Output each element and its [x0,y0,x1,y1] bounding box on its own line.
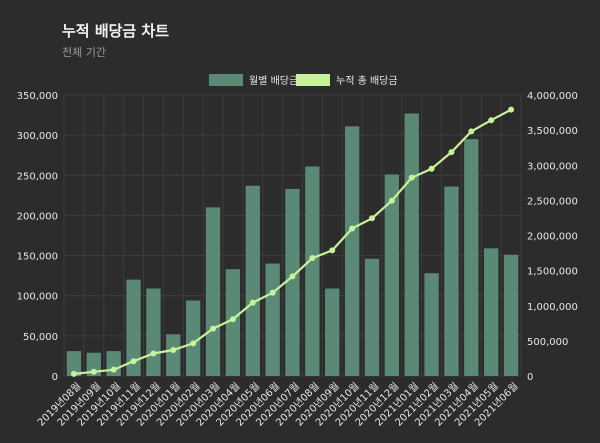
bar [364,258,380,376]
cumulative-point [289,273,296,280]
cumulative-point [170,347,177,354]
bar [424,273,439,376]
y-left-tick-label: 300,000 [17,131,58,142]
y-right-tick-label: 3,000,000 [527,161,578,172]
legend-swatch-bar [209,74,243,86]
legend: 월별 배당금 누적 총 배당금 [209,74,398,87]
cumulative-point [468,128,475,135]
cumulative-point [249,299,256,306]
bar [444,186,459,376]
y-left-tick-label: 50,000 [23,332,58,343]
bar [285,188,300,376]
cumulative-point [210,325,217,332]
y-left-tick-label: 200,000 [17,211,58,222]
bar [245,185,260,376]
cumulative-point [150,350,157,357]
y-right-tick-label: 1,000,000 [527,302,578,313]
y-right-tick-label: 0 [527,372,533,383]
bar [344,126,360,376]
bar [225,269,241,376]
bar [484,248,499,376]
legend-label-bar: 월별 배당금 [249,75,298,87]
cumulative-point [428,165,435,172]
bar [305,166,320,376]
cumulative-point [488,117,495,124]
legend-label-line: 누적 총 배당금 [336,75,398,87]
y-right-tick-label: 2,000,000 [527,232,578,243]
bar [503,254,519,376]
bar [325,288,340,376]
y-right-tick-label: 3,500,000 [527,126,578,137]
legend-swatch-line [296,74,330,86]
bar [265,263,280,376]
bar [205,207,221,376]
y-left-tick-label: 100,000 [17,292,58,303]
y-right-tick-label: 4,000,000 [527,91,578,102]
cumulative-point [368,215,375,222]
y-left-tick-label: 250,000 [17,171,58,182]
bar [146,288,161,376]
y-left-tick-label: 150,000 [17,252,58,263]
y-right-tick-label: 2,500,000 [527,196,578,207]
bar [86,352,101,376]
bar [166,334,181,376]
chart-title: 누적 배당금 차트 [62,22,170,40]
cumulative-point [408,174,415,181]
bar [66,351,82,376]
chart-subtitle: 전체 기간 [62,46,106,59]
bar [384,174,400,376]
cumulative-point [388,197,395,204]
bar [404,113,419,377]
bar [464,139,479,376]
cumulative-point [269,289,276,296]
cumulative-point [90,368,97,375]
bar [126,279,141,376]
cumulative-point [190,340,197,347]
cumulative-point [329,247,336,254]
cumulative-point [130,358,137,365]
y-right-tick-label: 500,000 [527,337,568,348]
cumulative-point [70,370,77,377]
cumulative-point [229,316,236,323]
cumulative-point [448,149,455,156]
cumulative-point [508,106,515,113]
y-left-tick-label: 0 [52,372,58,383]
cumulative-point [349,225,356,232]
cumulative-point [309,255,316,262]
y-right-tick-label: 1,500,000 [527,267,578,278]
cumulative-point [110,366,117,373]
bar [185,300,201,376]
y-left-tick-label: 350,000 [17,91,58,102]
